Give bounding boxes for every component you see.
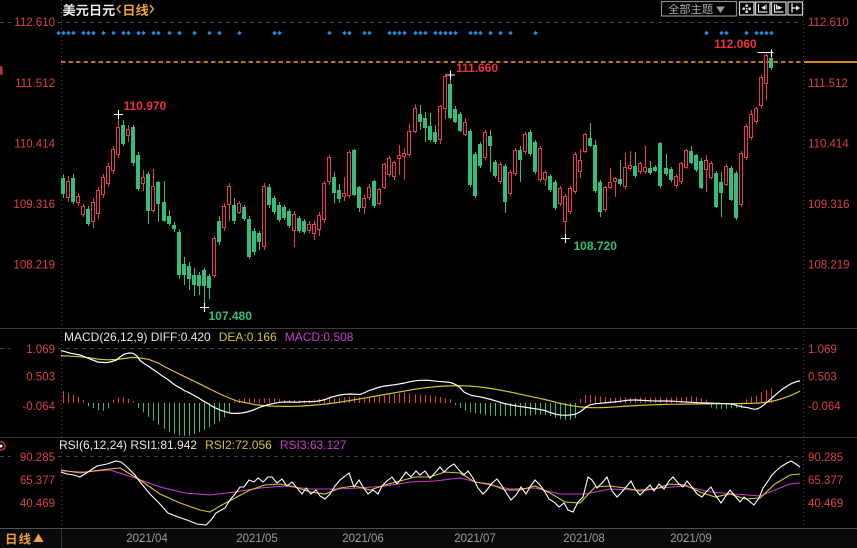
svg-text:-0.064: -0.064 <box>808 401 841 413</box>
svg-text:108.219: 108.219 <box>808 260 850 272</box>
svg-text:108.720: 108.720 <box>574 239 618 253</box>
svg-text:2021/05: 2021/05 <box>236 533 278 545</box>
svg-text:2021/09: 2021/09 <box>670 533 712 545</box>
svg-text:112.610: 112.610 <box>14 17 55 29</box>
svg-text:90.285: 90.285 <box>808 452 843 464</box>
svg-text:40.469: 40.469 <box>808 498 843 510</box>
svg-text:110.414: 110.414 <box>14 139 55 151</box>
svg-text:65.377: 65.377 <box>20 475 55 487</box>
svg-text:90.285: 90.285 <box>20 452 55 464</box>
svg-text:2021/06: 2021/06 <box>342 533 384 545</box>
svg-text:108.219: 108.219 <box>13 260 55 272</box>
svg-text:0.503: 0.503 <box>26 372 55 384</box>
svg-text:111.512: 111.512 <box>15 78 55 90</box>
svg-text:109.316: 109.316 <box>808 199 850 211</box>
svg-text:2021/07: 2021/07 <box>454 533 496 545</box>
svg-text:112.060: 112.060 <box>714 37 757 51</box>
svg-text:2021/04: 2021/04 <box>126 533 168 545</box>
svg-text:2021/08: 2021/08 <box>563 533 605 545</box>
svg-text:110.970: 110.970 <box>124 99 167 113</box>
svg-text:65.377: 65.377 <box>808 475 843 487</box>
svg-text:112.610: 112.610 <box>808 17 849 29</box>
svg-text:40.469: 40.469 <box>20 498 55 510</box>
svg-text:0.503: 0.503 <box>808 372 837 384</box>
svg-text:1.069: 1.069 <box>26 344 55 356</box>
svg-text:-0.064: -0.064 <box>22 401 55 413</box>
svg-text:110.414: 110.414 <box>808 139 849 151</box>
svg-text:107.480: 107.480 <box>209 309 253 323</box>
svg-text:109.316: 109.316 <box>13 199 55 211</box>
svg-text:1.069: 1.069 <box>808 344 837 356</box>
svg-text:111.660: 111.660 <box>456 61 498 75</box>
svg-text:111.512: 111.512 <box>808 78 848 90</box>
